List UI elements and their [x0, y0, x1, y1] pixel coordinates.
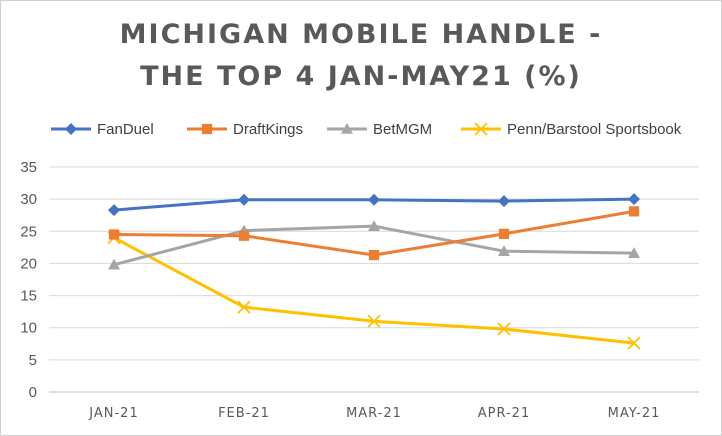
series-penn-barstool-sportsbook — [107, 231, 641, 350]
x-tick-label: APR-21 — [478, 406, 530, 421]
legend-item: DraftKings — [187, 121, 303, 138]
legend: FanDuel DraftKings BetMGM Penn/Barstool Spo… — [51, 121, 682, 138]
chart-title-line-2: THE TOP 4 JAN-MAY21 (%) — [140, 61, 582, 92]
legend-marker — [201, 123, 213, 135]
y-tick-label: 5 — [29, 352, 37, 369]
data-point-penn-barstool-sportsbook — [237, 300, 251, 314]
data-point-draftkings — [238, 230, 250, 241]
series-fanduel — [108, 193, 640, 217]
legend-label: Penn/Barstool Sportsbook — [507, 121, 682, 138]
data-point-penn-barstool-sportsbook — [497, 322, 511, 336]
y-tick-label: 15 — [20, 288, 37, 305]
legend-marker — [341, 123, 353, 134]
data-point-draftkings — [368, 249, 380, 261]
chart-title-line-1: MICHIGAN MOBILE HANDLE - — [119, 19, 603, 50]
data-point-penn-barstool-sportsbook — [367, 314, 381, 328]
data-point-betmgm — [368, 220, 380, 231]
legend-label: FanDuel — [97, 121, 154, 138]
point-marker-stroke — [497, 322, 511, 336]
data-point-betmgm — [628, 247, 640, 258]
data-point-draftkings — [498, 228, 510, 239]
y-tick-label: 0 — [29, 384, 37, 401]
point-marker-stroke — [367, 314, 381, 328]
data-point-betmgm — [498, 245, 510, 257]
data-point-draftkings — [108, 229, 120, 240]
data-point-penn-barstool-sportsbook — [627, 336, 641, 350]
point-marker-stroke — [237, 300, 251, 314]
x-tick-label: MAY-21 — [608, 406, 661, 421]
point-marker-stroke — [474, 122, 488, 136]
data-point-fanduel — [498, 195, 510, 208]
legend-item: BetMGM — [327, 121, 432, 138]
legend-marker — [65, 123, 77, 135]
legend-item: Penn/Barstool Sportsbook — [461, 121, 682, 138]
y-tick-label: 30 — [20, 191, 37, 208]
y-tick-label: 25 — [20, 223, 37, 240]
legend-item: FanDuel — [51, 121, 154, 138]
legend-marker — [474, 122, 488, 136]
data-point-fanduel — [108, 204, 120, 217]
series-line-draftkings — [113, 209, 635, 257]
data-point-draftkings — [628, 206, 640, 217]
series-draftkings — [108, 206, 640, 261]
data-point-fanduel — [368, 193, 380, 206]
series-betmgm — [108, 220, 640, 270]
data-point-fanduel — [628, 193, 640, 206]
y-tick-label: 20 — [20, 255, 37, 272]
point-marker-stroke — [627, 336, 641, 350]
legend-label: DraftKings — [233, 121, 303, 138]
y-tick-label: 10 — [20, 320, 37, 337]
x-tick-label: FEB-21 — [218, 406, 270, 421]
y-tick-label: 35 — [20, 159, 37, 176]
data-point-fanduel — [238, 193, 250, 206]
x-tick-label: JAN-21 — [88, 406, 138, 421]
x-tick-label: MAR-21 — [346, 406, 402, 421]
legend-label: BetMGM — [373, 121, 432, 138]
data-point-betmgm — [108, 258, 120, 270]
